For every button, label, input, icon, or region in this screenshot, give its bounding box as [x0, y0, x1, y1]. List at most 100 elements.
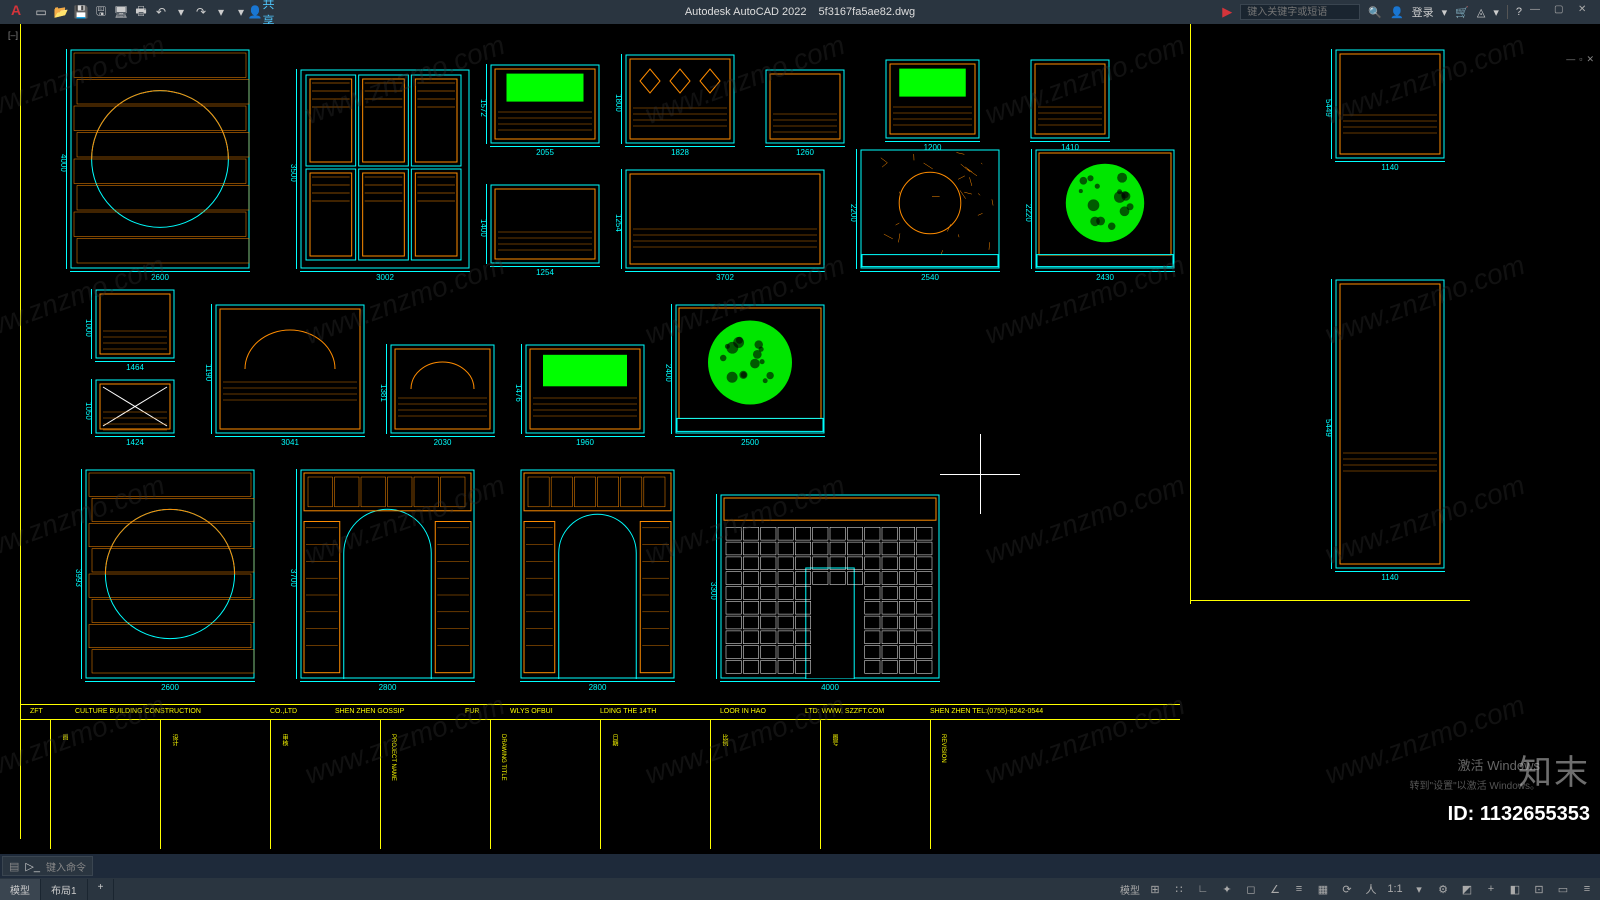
gear-icon[interactable]: ⚙ [1434, 880, 1452, 898]
title-bar: A ▭ 📂 💾 🖫 🖥 🖶 ↶ ▾ ↷ ▾ ▾ 👤 共享 Autodesk Au… [0, 0, 1600, 24]
otrack-icon[interactable]: ∠ [1266, 880, 1284, 898]
anno-monitor-icon[interactable]: + [1482, 880, 1500, 898]
furniture-block [765, 69, 845, 144]
maximize-button[interactable]: ▢ [1554, 4, 1570, 20]
separator [1507, 5, 1508, 19]
dim-width: 2540 [860, 273, 1000, 282]
undo-icon[interactable]: ↶ [152, 3, 170, 21]
titleblock-segment: ZFT [30, 708, 43, 715]
titleblock-right-border [1190, 24, 1191, 604]
transparency-icon[interactable]: ▦ [1314, 880, 1332, 898]
dim-width: 4000 [720, 683, 940, 692]
furniture-block [520, 469, 675, 679]
titleblock-line-top [20, 704, 1180, 705]
dim-width: 2800 [520, 683, 675, 692]
ortho-icon[interactable]: ∟ [1194, 880, 1212, 898]
app-logo-icon: A [6, 2, 26, 22]
share-button[interactable]: 👤 共享 [252, 3, 270, 21]
lineweight-icon[interactable]: ≡ [1290, 880, 1308, 898]
titleblock-segment: SHEN ZHEN TEL:(0755)-8242-0544 [930, 708, 1043, 715]
furniture-block [490, 184, 600, 264]
minimize-button[interactable]: — [1530, 4, 1546, 20]
dim-width: 1464 [95, 363, 175, 372]
tab-add[interactable]: + [88, 879, 115, 900]
hardware-icon[interactable]: ⊡ [1530, 880, 1548, 898]
furniture-block [625, 169, 825, 269]
image-id: ID: 1132655353 [1448, 803, 1590, 826]
titleblock-vlabel: DRAWING TITLE [500, 734, 506, 834]
sb-model-button[interactable]: 模型 [1120, 882, 1140, 897]
plot-icon[interactable]: 🖶 [132, 3, 150, 21]
title-center: Autodesk AutoCAD 2022 5f3167fa5ae82.dwg [685, 6, 915, 18]
furniture-block [720, 494, 940, 679]
titleblock-segment: FUR [465, 708, 479, 715]
grid-icon[interactable]: ⊞ [1146, 880, 1164, 898]
web-icon[interactable]: 🖥 [112, 3, 130, 21]
dim-width: 3041 [215, 438, 365, 447]
doc-min-icon[interactable]: — [1566, 54, 1575, 65]
cart-icon[interactable]: 🛒 [1455, 6, 1469, 19]
search-input[interactable] [1240, 4, 1360, 20]
tab-layout1[interactable]: 布局1 [41, 879, 88, 900]
app-name: Autodesk AutoCAD 2022 [685, 6, 807, 18]
furniture-block [1335, 279, 1445, 569]
clean-icon[interactable]: ▭ [1554, 880, 1572, 898]
tab-model[interactable]: 模型 [0, 879, 41, 900]
login-button[interactable]: 登录 [1412, 4, 1434, 20]
drawing-canvas[interactable]: — ▫ ✕ 2600400030023500205515721828180012… [0, 24, 1600, 854]
dim-width: 2600 [70, 273, 250, 282]
furniture-block [525, 344, 645, 434]
doc-max-icon[interactable]: ▫ [1579, 54, 1582, 65]
crosshair-vertical [980, 434, 981, 514]
login-drop-icon[interactable]: ▾ [1442, 6, 1448, 19]
status-right: 模型 ⊞ ∷ ∟ ✦ ◻ ∠ ≡ ▦ ⟳ 人 1:1 ▾ ⚙ ◩ + ◧ ⊡ ▭… [1120, 880, 1596, 898]
border-left [20, 24, 21, 839]
undo-drop-icon[interactable]: ▾ [172, 3, 190, 21]
furniture-block [95, 379, 175, 434]
osnap-icon[interactable]: ◻ [1242, 880, 1260, 898]
furniture-block [1035, 149, 1175, 269]
cycling-icon[interactable]: ⟳ [1338, 880, 1356, 898]
brand-watermark: 知末 [1518, 745, 1590, 794]
saveas-icon[interactable]: 🖫 [92, 3, 110, 21]
titleblock-vlabel: 图号 [830, 734, 839, 834]
titleblock-segment: WLYS OFBUI [510, 708, 553, 715]
help-icon[interactable]: ? [1516, 6, 1522, 18]
drop-icon[interactable]: ▾ [1493, 6, 1499, 19]
workspace-icon[interactable]: ◩ [1458, 880, 1476, 898]
scale-drop-icon[interactable]: ▾ [1410, 880, 1428, 898]
scale-label[interactable]: 1:1 [1386, 880, 1404, 898]
save-icon[interactable]: 💾 [72, 3, 90, 21]
custom-icon[interactable]: ≡ [1578, 880, 1596, 898]
titleblock-segment: CO.,LTD [270, 708, 297, 715]
anno-icon[interactable]: 人 [1362, 880, 1380, 898]
isolate-icon[interactable]: ◧ [1506, 880, 1524, 898]
snap-icon[interactable]: ∷ [1170, 880, 1188, 898]
cmd-prompt: 键入命令 [46, 859, 86, 874]
titleblock-segment: LTD: WWW. SZZFT.COM [805, 708, 884, 715]
polar-icon[interactable]: ✦ [1218, 880, 1236, 898]
doc-close-icon[interactable]: ✕ [1586, 54, 1594, 65]
open-icon[interactable]: 📂 [52, 3, 70, 21]
titleblock-vlabel: 审核 [280, 734, 289, 834]
dim-width: 3702 [625, 273, 825, 282]
redo-drop-icon[interactable]: ▾ [212, 3, 230, 21]
command-line[interactable]: ▤ ▷_ 键入命令 [2, 856, 93, 876]
user-icon[interactable]: 👤 [1390, 6, 1404, 19]
new-icon[interactable]: ▭ [32, 3, 50, 21]
search-icon[interactable]: 🔍 [1368, 6, 1382, 19]
furniture-block [70, 49, 250, 269]
titleblock-vlabel: 日期 [610, 734, 619, 834]
status-bar: 模型 布局1 + 模型 ⊞ ∷ ∟ ✦ ◻ ∠ ≡ ▦ ⟳ 人 1:1 ▾ ⚙ … [0, 878, 1600, 900]
furniture-block [1030, 59, 1110, 139]
dim-width: 1254 [490, 268, 600, 277]
rec-icon: ▶ [1222, 4, 1232, 20]
furniture-block [490, 64, 600, 144]
furniture-block [95, 289, 175, 359]
close-button[interactable]: ✕ [1578, 4, 1594, 20]
redo-icon[interactable]: ↷ [192, 3, 210, 21]
viewport-label[interactable]: [–] [8, 30, 18, 40]
cmd-chevron-icon: ▷_ [25, 860, 40, 873]
cmd-history-icon[interactable]: ▤ [9, 860, 19, 873]
app-icon[interactable]: ◬ [1477, 6, 1485, 19]
